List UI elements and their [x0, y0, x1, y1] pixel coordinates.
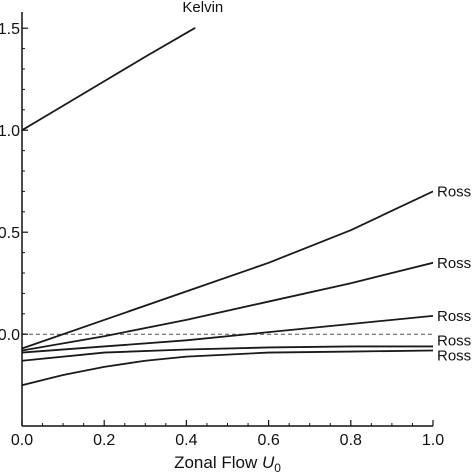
- x-axis-title-subscript: 0: [274, 461, 281, 474]
- x-tick-label: 0.0: [11, 432, 33, 449]
- x-tick-label: 0.4: [175, 432, 197, 449]
- x-tick-label: 1.0: [422, 432, 444, 449]
- y-tick-label: 1.5: [0, 21, 20, 38]
- series-line-ross-2: [22, 261, 433, 352]
- series-line-ross-1: [22, 190, 433, 350]
- series-line-kelvin-0: [22, 27, 196, 132]
- x-axis-title-text: Zonal Flow: [174, 453, 262, 472]
- series-line-ross-4: [22, 345, 433, 362]
- series-line-ross-3: [22, 314, 433, 354]
- series-label-ross: Ross: [437, 332, 471, 349]
- x-tick-label: 0.2: [93, 432, 115, 449]
- series-label-kelvin: Kelvin: [182, 0, 223, 16]
- series-label-ross: Ross: [437, 255, 471, 272]
- plot-area: [22, 27, 433, 387]
- y-tick-label: 0.5: [0, 225, 20, 242]
- series-label-ross: Ross: [437, 308, 471, 325]
- series-label-ross: Ross: [437, 348, 471, 365]
- series-label-ross: Ross: [437, 183, 471, 200]
- axes: [21, 12, 434, 427]
- y-tick-label: 1.0: [0, 123, 20, 140]
- x-tick-label: 0.8: [340, 432, 362, 449]
- series-line-ross-5: [22, 349, 433, 387]
- x-axis-title: Zonal Flow U0: [174, 453, 281, 474]
- x-axis-title-symbol: U: [262, 453, 275, 472]
- x-tick-label: 0.6: [257, 432, 279, 449]
- y-tick-label: 0.0: [0, 327, 20, 344]
